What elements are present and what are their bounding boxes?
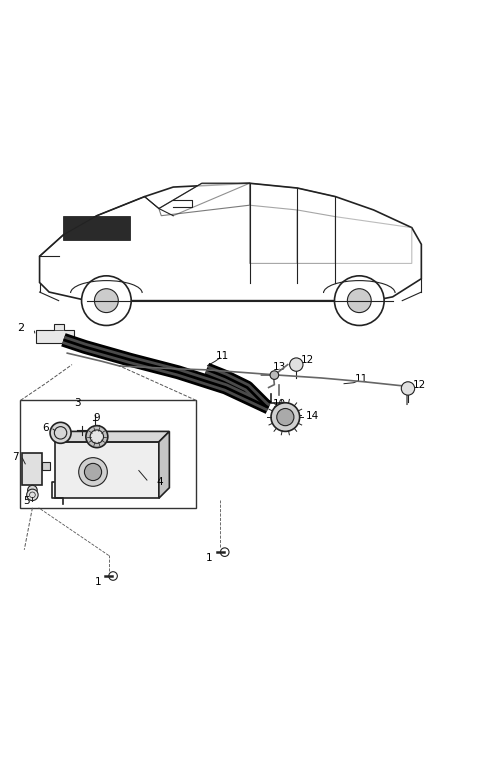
Polygon shape: [297, 210, 336, 264]
Circle shape: [82, 276, 131, 326]
Polygon shape: [36, 323, 74, 343]
Text: 4: 4: [156, 477, 163, 487]
Polygon shape: [159, 432, 169, 498]
Bar: [21, 401, 196, 508]
Polygon shape: [159, 183, 250, 215]
Polygon shape: [42, 463, 50, 470]
Circle shape: [28, 485, 37, 495]
Polygon shape: [336, 217, 412, 264]
Circle shape: [79, 458, 108, 486]
Circle shape: [84, 463, 102, 480]
Text: 8: 8: [88, 431, 95, 441]
Bar: [63, 215, 130, 239]
Circle shape: [27, 489, 38, 501]
Text: 1: 1: [205, 553, 212, 563]
Circle shape: [90, 430, 104, 443]
Polygon shape: [55, 432, 169, 442]
Text: 7: 7: [12, 452, 19, 462]
Text: 12: 12: [301, 355, 314, 365]
Text: 3: 3: [74, 398, 81, 408]
Text: 13: 13: [273, 363, 286, 373]
Text: 9: 9: [93, 413, 100, 423]
Circle shape: [271, 403, 300, 432]
Text: 12: 12: [413, 380, 426, 390]
Circle shape: [95, 289, 118, 312]
Text: 14: 14: [306, 411, 319, 421]
Circle shape: [348, 289, 371, 312]
Text: 5: 5: [24, 495, 30, 505]
Circle shape: [289, 358, 303, 371]
Circle shape: [50, 422, 71, 443]
Polygon shape: [55, 442, 159, 498]
Circle shape: [335, 276, 384, 326]
Text: 6: 6: [42, 422, 49, 432]
Circle shape: [401, 382, 415, 395]
Text: 1: 1: [95, 577, 101, 587]
Circle shape: [277, 408, 294, 425]
Bar: [23, 453, 42, 485]
Text: 11: 11: [216, 351, 229, 361]
Circle shape: [270, 370, 279, 380]
Polygon shape: [250, 205, 297, 264]
Circle shape: [86, 425, 108, 448]
Text: 11: 11: [355, 374, 368, 384]
Text: 10: 10: [273, 398, 286, 408]
Text: 2: 2: [17, 323, 24, 333]
